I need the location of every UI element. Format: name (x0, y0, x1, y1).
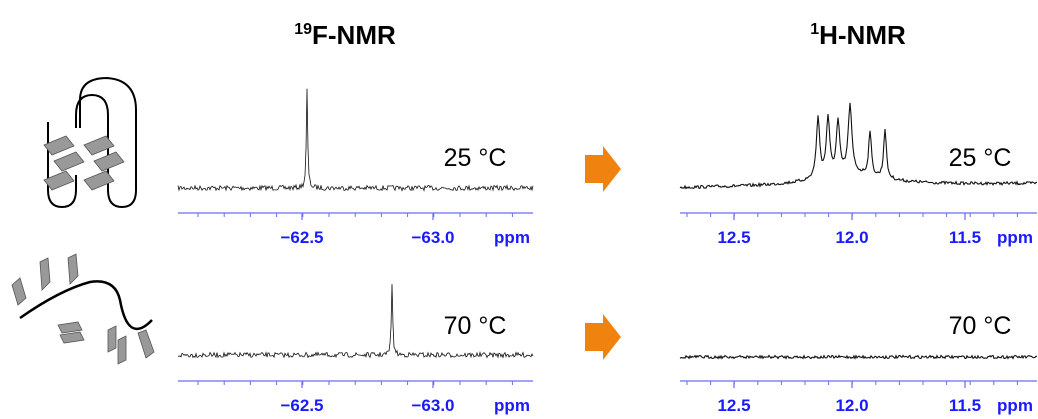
unit-label: ppm (997, 396, 1033, 415)
title-text: H-NMR (819, 20, 906, 50)
tick-label: −62.5 (280, 228, 323, 247)
unfolded-icon (11, 253, 155, 365)
tick-label: −63.0 (411, 396, 454, 415)
unit-label: ppm (494, 396, 530, 415)
unit-label: ppm (494, 228, 530, 247)
title-text: F-NMR (312, 20, 396, 50)
temperature-label: 70 °C (949, 312, 1012, 340)
temperature-label: 25 °C (444, 144, 507, 172)
temperature-label: 70 °C (444, 312, 507, 340)
arrow (585, 314, 621, 360)
temperature-label: 25 °C (949, 144, 1012, 172)
tick-label: −62.5 (280, 396, 323, 415)
unit-label: ppm (997, 228, 1033, 247)
tick-label: −63.0 (411, 228, 454, 247)
tick-label: 12.0 (835, 396, 868, 415)
title-19f: 19F-NMR (294, 20, 396, 50)
quadruplex-icon (47, 76, 137, 209)
tick-label: 12.0 (835, 228, 868, 247)
quartet-planes (43, 135, 125, 191)
tick-label: 12.5 (717, 396, 750, 415)
title-1h: 1H-NMR (810, 20, 906, 50)
spectrum (177, 284, 534, 359)
superscript: 19 (294, 21, 312, 38)
spectrum (177, 88, 534, 192)
spectrum (679, 354, 1037, 360)
superscript: 1 (810, 21, 819, 38)
spectrum (679, 102, 1037, 190)
arrow (585, 146, 621, 192)
tick-label: 11.5 (949, 396, 981, 415)
tick-label: 11.5 (949, 228, 981, 247)
tick-label: 12.5 (717, 228, 750, 247)
